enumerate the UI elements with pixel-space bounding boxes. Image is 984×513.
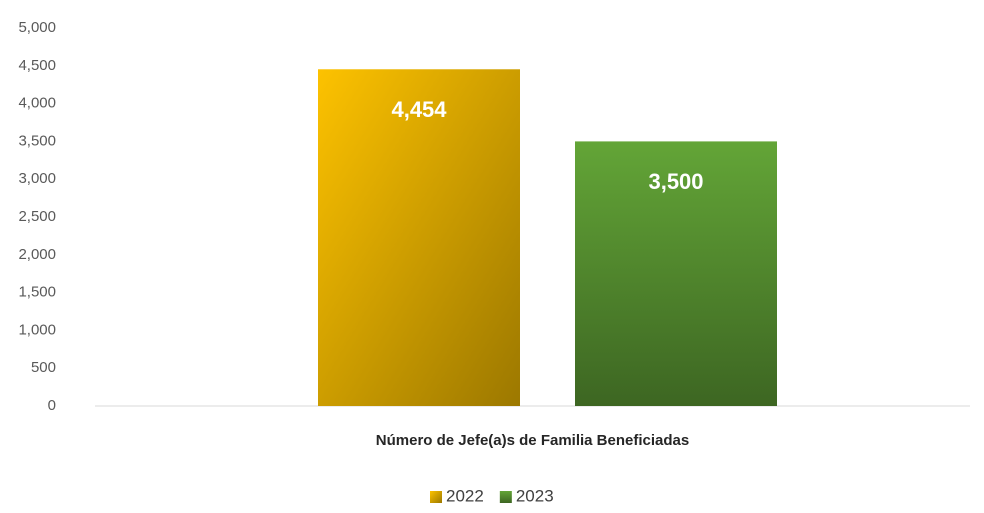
bar xyxy=(318,69,520,407)
y-tick-label: 3,500 xyxy=(18,132,56,149)
y-tick-label: 500 xyxy=(31,359,56,376)
y-tick-label: 3,000 xyxy=(18,170,56,187)
y-tick-label: 1,000 xyxy=(18,321,56,338)
legend-swatch xyxy=(430,491,442,503)
x-tick-label: Número de Jefe(a)s de Familia Beneficiad… xyxy=(376,432,689,449)
data-label: 3,500 xyxy=(648,169,703,194)
bar xyxy=(575,141,777,406)
legend-label: 2022 xyxy=(446,486,484,505)
data-label: 4,454 xyxy=(391,97,447,122)
y-tick-label: 0 xyxy=(48,397,56,414)
y-tick-label: 5,000 xyxy=(18,19,56,36)
legend-swatch xyxy=(499,491,512,503)
y-tick-label: 4,000 xyxy=(18,95,56,112)
y-tick-label: 2,000 xyxy=(18,246,56,263)
legend-label: 2023 xyxy=(516,486,554,505)
y-tick-label: 1,500 xyxy=(18,284,56,301)
y-tick-label: 4,500 xyxy=(18,57,56,74)
y-tick-label: 2,500 xyxy=(18,208,56,225)
